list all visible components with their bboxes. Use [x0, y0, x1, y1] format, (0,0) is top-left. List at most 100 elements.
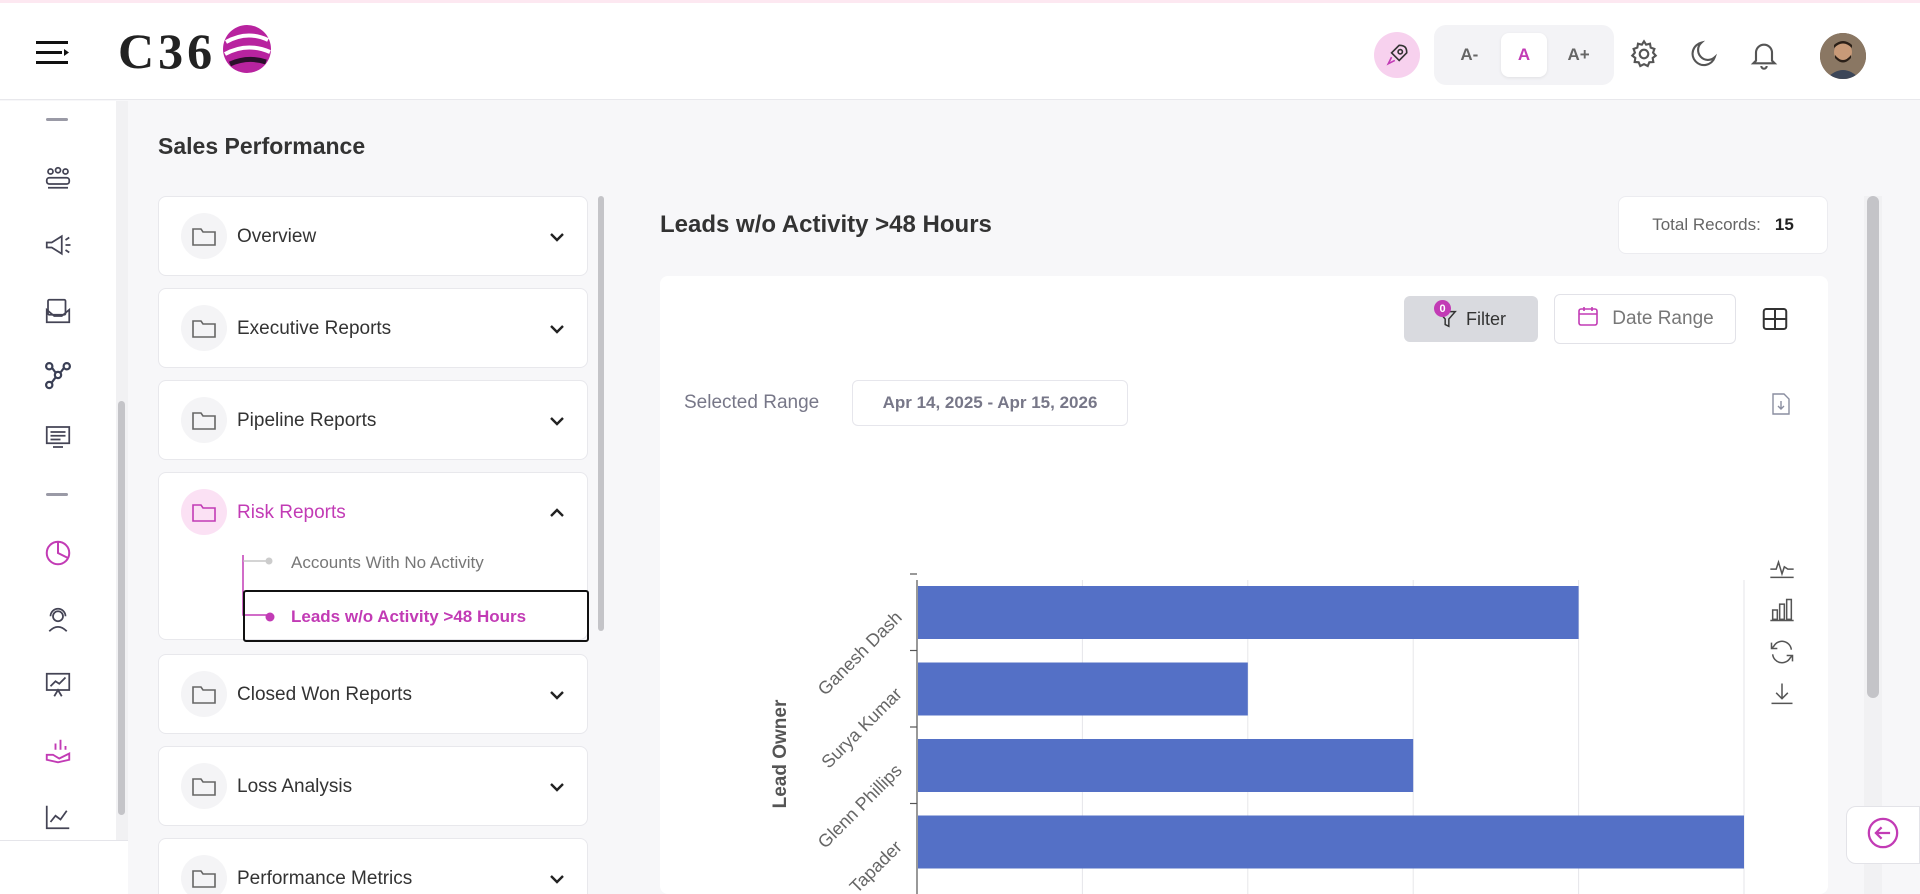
chart-category-label: Tapader — [846, 837, 906, 894]
selected-range-value: Apr 14, 2025 - Apr 15, 2026 — [852, 380, 1128, 426]
calendar-icon — [1576, 304, 1600, 334]
avatar[interactable] — [1820, 33, 1866, 79]
chart-bar[interactable] — [918, 586, 1579, 639]
sidebar-scrollbar-thumb[interactable] — [118, 401, 125, 815]
accordion-label: Performance Metrics — [237, 868, 413, 889]
accordion-performance-metrics[interactable]: Performance Metrics — [158, 838, 588, 894]
menu-icon[interactable] — [36, 39, 70, 67]
globe-logo-icon — [220, 22, 274, 81]
download-icon[interactable] — [1768, 680, 1796, 708]
rocket-icon[interactable] — [1374, 32, 1420, 78]
filter-label: Filter — [1466, 308, 1506, 329]
total-records-value: 15 — [1774, 215, 1794, 234]
chart-y-axis — [910, 573, 918, 894]
folder-icon — [181, 489, 227, 535]
folder-icon — [181, 763, 227, 809]
moon-icon[interactable] — [1687, 37, 1721, 71]
accordion-label: Closed Won Reports — [237, 684, 412, 705]
font-default-button[interactable]: A — [1500, 33, 1547, 77]
collapse-panel-button[interactable] — [1846, 806, 1920, 864]
total-records-label: Total Records: — [1652, 215, 1761, 234]
grid-view-icon[interactable] — [1760, 304, 1790, 334]
network-icon[interactable] — [42, 359, 74, 391]
accordion-loss-analysis[interactable]: Loss Analysis — [158, 746, 588, 826]
rail-divider — [46, 118, 68, 121]
pie-chart-icon[interactable] — [42, 537, 74, 569]
presentation-icon[interactable] — [42, 669, 74, 701]
accordion-label: Pipeline Reports — [237, 410, 377, 431]
font-increase-button[interactable]: A+ — [1567, 45, 1590, 64]
line-chart-icon[interactable] — [42, 801, 74, 833]
accordion-scrollbar-thumb[interactable] — [598, 196, 604, 631]
logo[interactable]: C36 — [118, 21, 274, 81]
sub-item-leads-no-activity: Leads w/o Activity >48 Hours — [291, 607, 527, 626]
folder-icon — [181, 671, 227, 717]
top-bar: C36 A- A A+ — [0, 0, 1920, 100]
bell-icon[interactable] — [1747, 37, 1781, 71]
monitor-icon[interactable] — [42, 421, 74, 453]
page-title: Sales Performance — [158, 133, 366, 159]
chevron-down-icon — [547, 319, 567, 339]
font-size-controls: A- A A+ — [1434, 25, 1614, 85]
folder-icon — [181, 213, 227, 259]
chart-bar[interactable] — [918, 815, 1744, 869]
team-icon[interactable] — [42, 163, 74, 195]
folder-icon — [181, 305, 227, 351]
hand-chart-icon[interactable] — [42, 735, 74, 767]
arrow-left-circle-icon — [1866, 816, 1900, 855]
icon-sidebar — [0, 101, 128, 841]
megaphone-icon[interactable] — [42, 229, 74, 261]
accordion-closed-won-reports[interactable]: Closed Won Reports — [158, 654, 588, 734]
chart-bars — [918, 586, 1744, 869]
logo-text: C36 — [118, 23, 217, 79]
sidebar-footer — [0, 840, 128, 894]
selected-dot-icon — [265, 612, 275, 622]
content-scrollbar[interactable] — [1864, 196, 1882, 894]
sub-item-accounts-no-activity[interactable]: Accounts With No Activity — [291, 553, 484, 572]
refresh-icon[interactable] — [1768, 638, 1796, 666]
chart-y-axis-title: Lead Owner — [770, 699, 791, 808]
filter-button[interactable]: 0 Filter — [1404, 296, 1538, 342]
folder-icon — [181, 855, 227, 894]
chevron-down-icon — [547, 869, 567, 889]
sidebar-scrollbar[interactable] — [116, 101, 128, 841]
accordion-executive-reports[interactable]: Executive Reports — [158, 288, 588, 368]
chevron-down-icon — [547, 411, 567, 431]
accordion-label: Loss Analysis — [237, 776, 353, 797]
support-agent-icon[interactable] — [42, 604, 74, 636]
selected-range-label: Selected Range — [684, 392, 820, 413]
filter-icon — [1436, 308, 1458, 330]
line-chart-toggle-icon[interactable] — [1768, 554, 1796, 582]
rail-divider — [46, 493, 68, 496]
chart-category-label: Surya Kumar — [817, 684, 905, 772]
chevron-down-icon — [547, 227, 567, 247]
font-decrease-button[interactable]: A- — [1460, 45, 1479, 64]
export-document-icon[interactable] — [1770, 392, 1792, 416]
inbox-icon[interactable] — [42, 295, 74, 327]
bar-chart-toggle-icon[interactable] — [1768, 596, 1796, 624]
content-scrollbar-thumb[interactable] — [1867, 196, 1879, 698]
accordion-label: Executive Reports — [237, 318, 392, 339]
accordion-risk-reports[interactable]: Risk Reports Accounts With No Activity L… — [158, 472, 589, 642]
chart-bar[interactable] — [918, 739, 1414, 792]
gear-icon[interactable] — [1627, 37, 1661, 71]
accordion-label: Risk Reports — [237, 502, 346, 523]
chevron-up-icon — [547, 503, 567, 523]
filter-count-badge: 0 — [1434, 300, 1451, 317]
report-title: Leads w/o Activity >48 Hours — [660, 211, 992, 238]
accordion-overview[interactable]: Overview — [158, 196, 588, 276]
total-records: Total Records: 15 — [1618, 196, 1828, 254]
date-range-button[interactable]: Date Range — [1554, 294, 1736, 344]
folder-icon — [181, 397, 227, 443]
report-card: 0 Filter Date Range Selected Range Apr 1… — [660, 276, 1828, 894]
accordion-label: Overview — [237, 226, 317, 247]
accordion-pipeline-reports[interactable]: Pipeline Reports — [158, 380, 588, 460]
chevron-down-icon — [547, 685, 567, 705]
date-range-label: Date Range — [1612, 308, 1714, 329]
chart-bar[interactable] — [918, 662, 1248, 716]
selected-sub-item[interactable]: Leads w/o Activity >48 Hours — [243, 590, 589, 642]
accordion-scrollbar[interactable] — [596, 196, 606, 894]
chevron-down-icon — [547, 777, 567, 797]
